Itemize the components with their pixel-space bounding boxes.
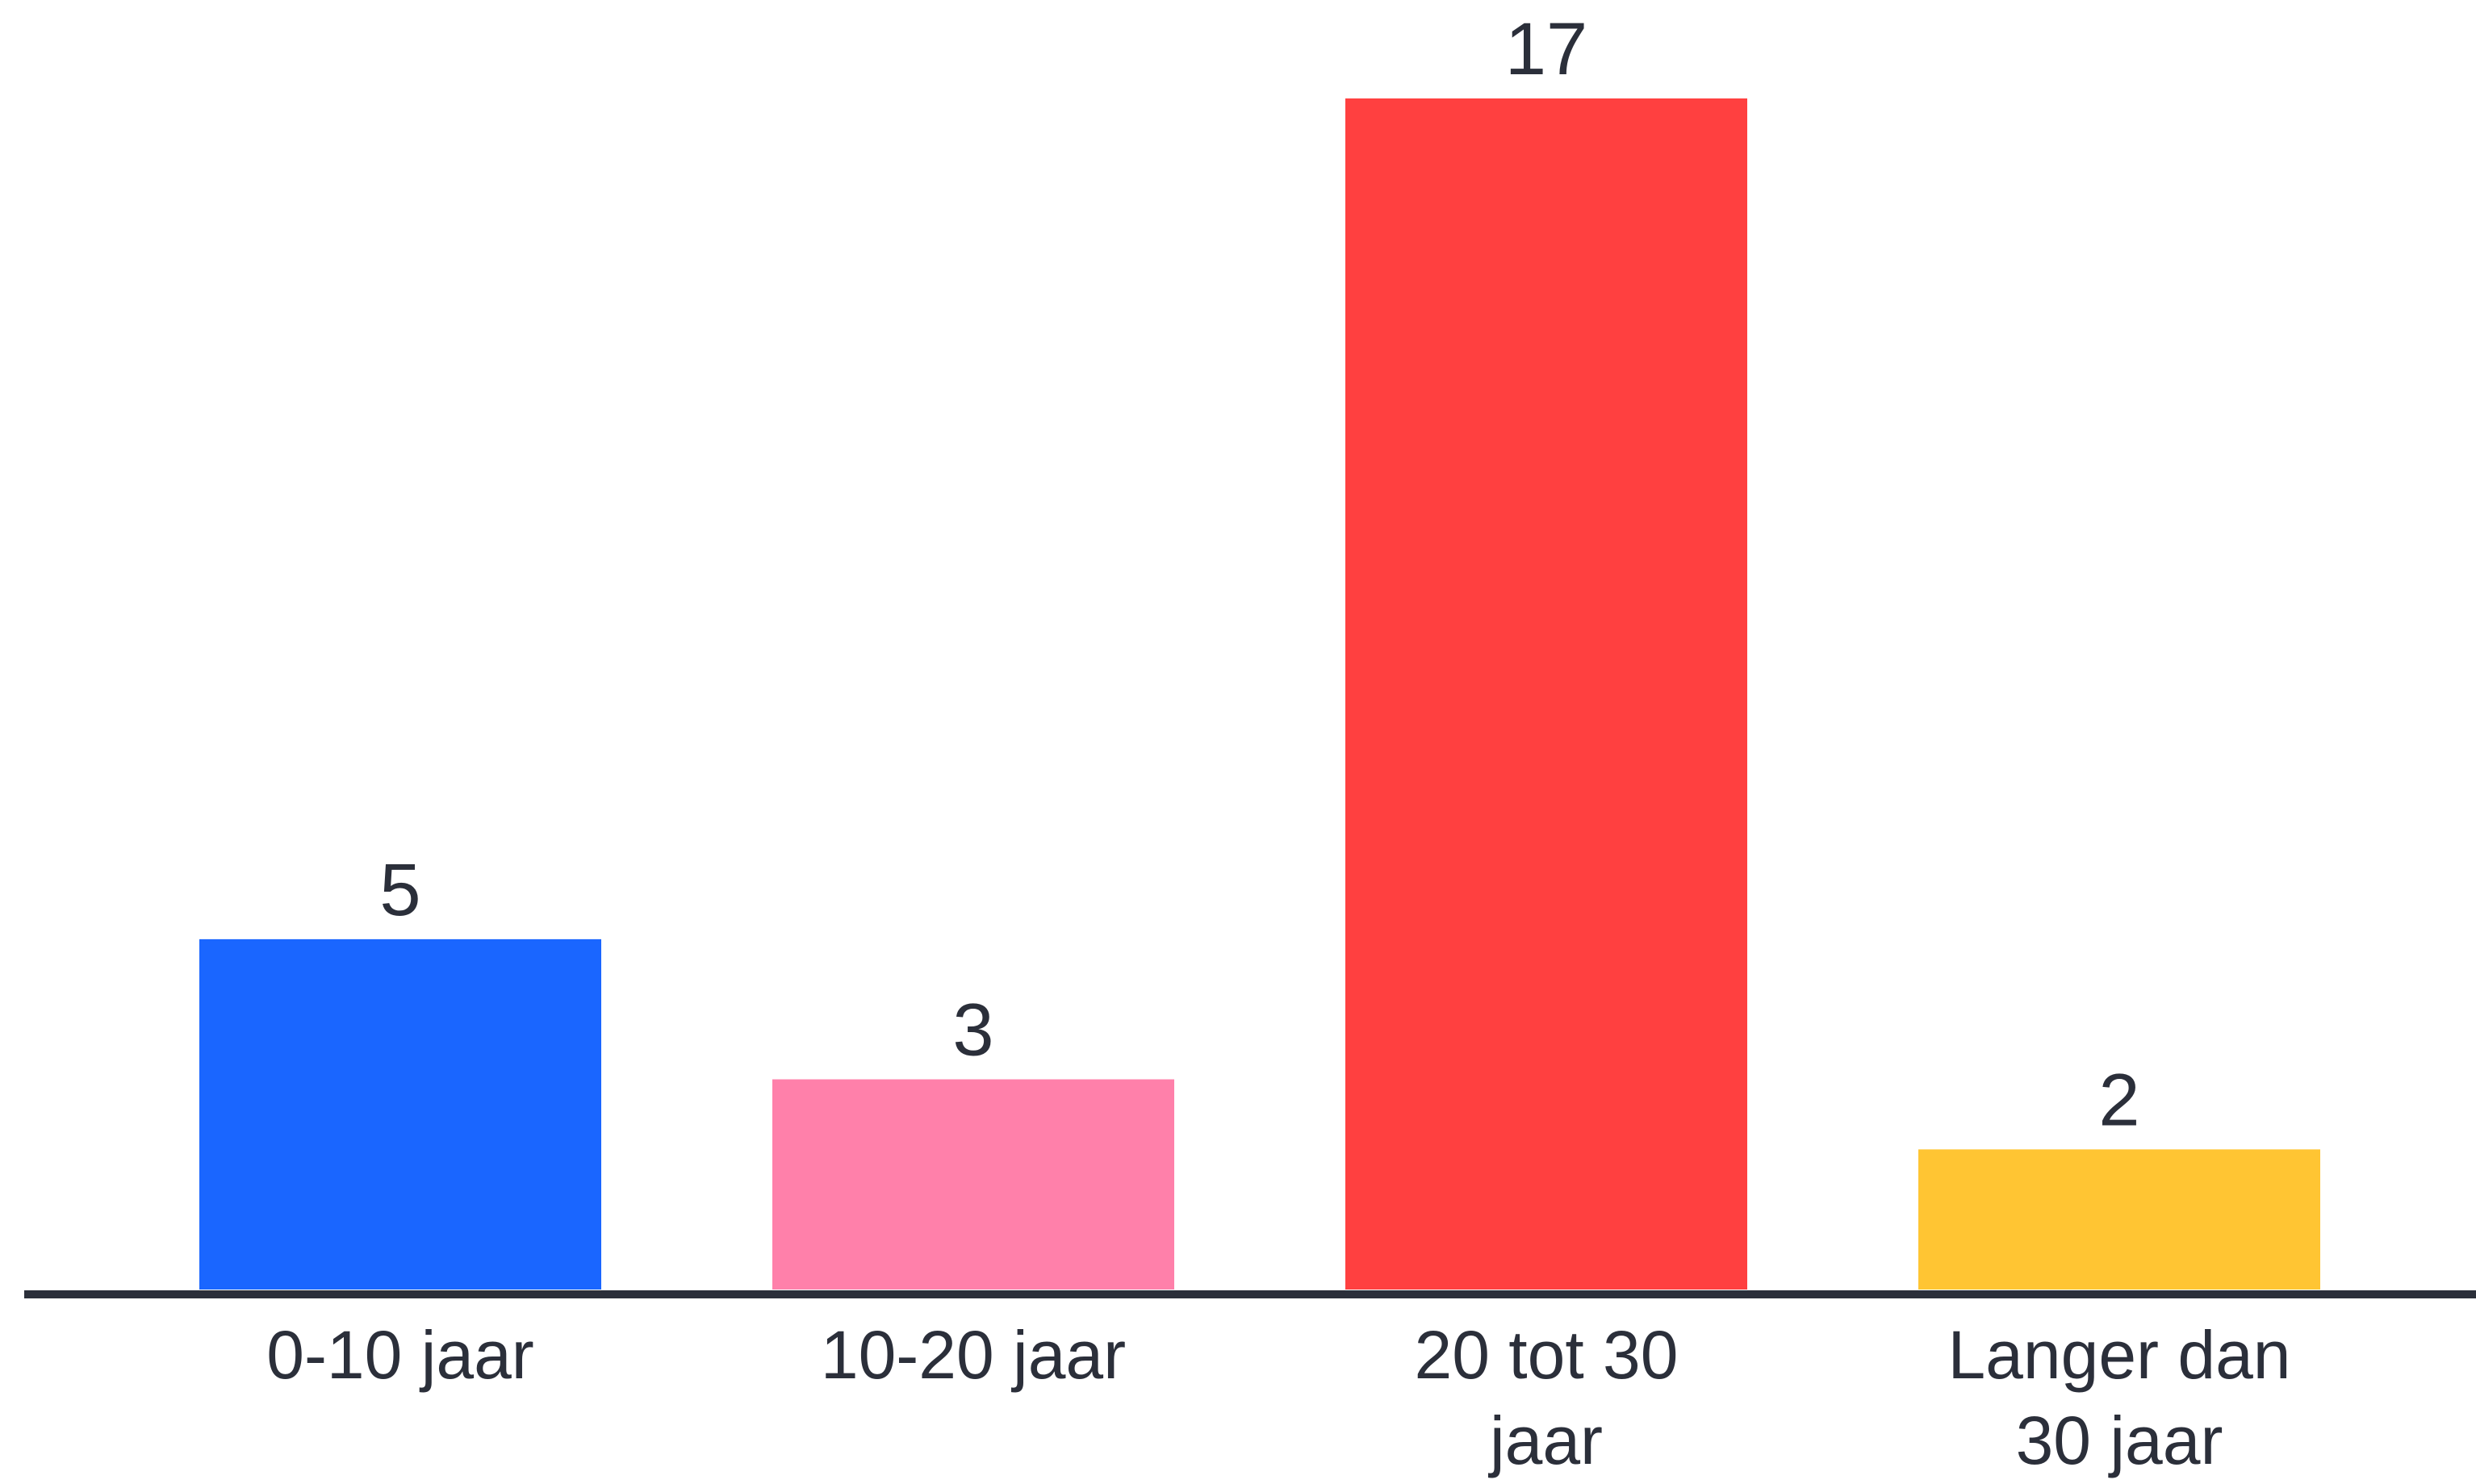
- data-label-4: 2: [2098, 1059, 2139, 1141]
- category-label-2: 10-20 jaar: [821, 1317, 1126, 1393]
- category-label-line: 20 tot 30: [1415, 1317, 1679, 1393]
- bar-3: [1345, 98, 1747, 1290]
- category-label-line: 10-20 jaar: [821, 1317, 1126, 1393]
- value-labels-group: 5 3 17 2: [379, 8, 2139, 1141]
- bar-4: [1918, 1149, 2320, 1290]
- data-label-3: 17: [1505, 8, 1587, 90]
- category-label-line: jaar: [1487, 1402, 1603, 1478]
- category-label-line: 0-10 jaar: [266, 1317, 534, 1393]
- data-label-1: 5: [379, 849, 420, 931]
- category-label-1: 0-10 jaar: [266, 1317, 534, 1393]
- category-label-line: Langer dan: [1947, 1317, 2290, 1393]
- bar-1: [199, 938, 601, 1290]
- category-labels-group: 0-10 jaar 10-20 jaar 20 tot 30 jaar Langer d…: [266, 1317, 2290, 1478]
- data-label-2: 3: [952, 989, 993, 1072]
- bar-2: [772, 1079, 1174, 1290]
- category-label-4: Langer dan 30 jaar: [1947, 1317, 2290, 1478]
- bars-group: [199, 98, 2320, 1290]
- category-label-3: 20 tot 30 jaar: [1415, 1317, 1679, 1478]
- category-label-line: 30 jaar: [2016, 1402, 2223, 1478]
